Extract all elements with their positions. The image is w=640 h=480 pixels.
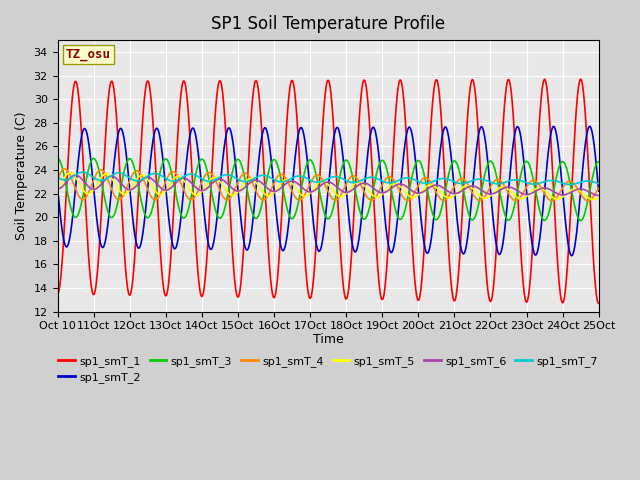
sp1_smT_4 — [61, 166, 68, 172]
Y-axis label: Soil Temperature (C): Soil Temperature (C) — [15, 112, 28, 240]
sp1_smT_4 — [261, 196, 269, 202]
sp1_smT_6 — [54, 186, 61, 192]
Line: sp1_smT_2: sp1_smT_2 — [58, 126, 598, 256]
sp1_smT_7 — [261, 173, 269, 179]
sp1_smT_5 — [116, 188, 124, 194]
sp1_smT_2 — [584, 125, 592, 131]
Line: sp1_smT_6: sp1_smT_6 — [58, 175, 598, 195]
sp1_smT_2 — [115, 127, 123, 133]
Line: sp1_smT_4: sp1_smT_4 — [58, 169, 598, 201]
sp1_smT_6 — [148, 176, 156, 181]
sp1_smT_1 — [261, 188, 269, 193]
Line: sp1_smT_1: sp1_smT_1 — [58, 79, 598, 303]
sp1_smT_7 — [285, 177, 292, 182]
sp1_smT_5 — [589, 197, 597, 203]
sp1_smT_2 — [586, 123, 593, 129]
sp1_smT_2 — [285, 222, 292, 228]
Legend: sp1_smT_1, sp1_smT_2, sp1_smT_3, sp1_smT_4, sp1_smT_5, sp1_smT_6, sp1_smT_7: sp1_smT_1, sp1_smT_2, sp1_smT_3, sp1_smT… — [54, 351, 602, 387]
sp1_smT_4 — [526, 180, 534, 185]
sp1_smT_5 — [54, 186, 61, 192]
Line: sp1_smT_5: sp1_smT_5 — [58, 173, 598, 200]
sp1_smT_7 — [526, 181, 534, 187]
sp1_smT_5 — [66, 170, 74, 176]
sp1_smT_1 — [148, 99, 156, 105]
sp1_smT_6 — [72, 172, 79, 178]
Text: TZ_osu: TZ_osu — [66, 48, 111, 61]
sp1_smT_3 — [261, 186, 269, 192]
Line: sp1_smT_7: sp1_smT_7 — [58, 172, 598, 184]
sp1_smT_2 — [261, 125, 269, 131]
sp1_smT_4 — [584, 198, 592, 204]
sp1_smT_3 — [526, 163, 534, 168]
Title: SP1 Soil Temperature Profile: SP1 Soil Temperature Profile — [211, 15, 445, 33]
sp1_smT_5 — [595, 195, 602, 201]
sp1_smT_1 — [595, 300, 602, 306]
sp1_smT_7 — [148, 171, 156, 177]
sp1_smT_1 — [115, 159, 123, 165]
sp1_smT_2 — [568, 253, 575, 259]
sp1_smT_4 — [584, 198, 592, 204]
sp1_smT_5 — [148, 182, 156, 188]
sp1_smT_6 — [285, 179, 292, 185]
sp1_smT_5 — [261, 192, 269, 197]
sp1_smT_6 — [261, 183, 269, 189]
sp1_smT_2 — [526, 222, 534, 228]
sp1_smT_4 — [116, 197, 124, 203]
sp1_smT_1 — [577, 76, 584, 82]
sp1_smT_1 — [285, 97, 292, 103]
X-axis label: Time: Time — [313, 333, 344, 346]
sp1_smT_4 — [54, 177, 61, 182]
sp1_smT_2 — [148, 150, 156, 156]
sp1_smT_6 — [595, 192, 602, 198]
sp1_smT_4 — [148, 194, 156, 200]
sp1_smT_3 — [285, 210, 292, 216]
sp1_smT_1 — [584, 160, 592, 166]
sp1_smT_7 — [566, 181, 574, 187]
sp1_smT_3 — [584, 196, 592, 202]
sp1_smT_6 — [584, 189, 592, 194]
sp1_smT_1 — [54, 291, 61, 297]
sp1_smT_3 — [595, 159, 602, 165]
sp1_smT_7 — [54, 174, 61, 180]
sp1_smT_3 — [148, 209, 156, 215]
sp1_smT_7 — [79, 169, 86, 175]
sp1_smT_1 — [526, 282, 534, 288]
sp1_smT_2 — [54, 185, 61, 191]
sp1_smT_3 — [577, 218, 584, 224]
sp1_smT_7 — [584, 178, 592, 184]
sp1_smT_5 — [584, 195, 592, 201]
sp1_smT_5 — [285, 178, 292, 183]
sp1_smT_7 — [116, 170, 124, 176]
sp1_smT_3 — [115, 192, 123, 198]
sp1_smT_3 — [54, 156, 61, 161]
sp1_smT_4 — [285, 181, 292, 187]
sp1_smT_4 — [595, 185, 602, 191]
sp1_smT_7 — [595, 180, 602, 186]
sp1_smT_6 — [116, 179, 124, 184]
sp1_smT_6 — [526, 191, 534, 197]
sp1_smT_2 — [595, 188, 602, 194]
sp1_smT_5 — [526, 191, 534, 196]
Line: sp1_smT_3: sp1_smT_3 — [58, 158, 598, 221]
